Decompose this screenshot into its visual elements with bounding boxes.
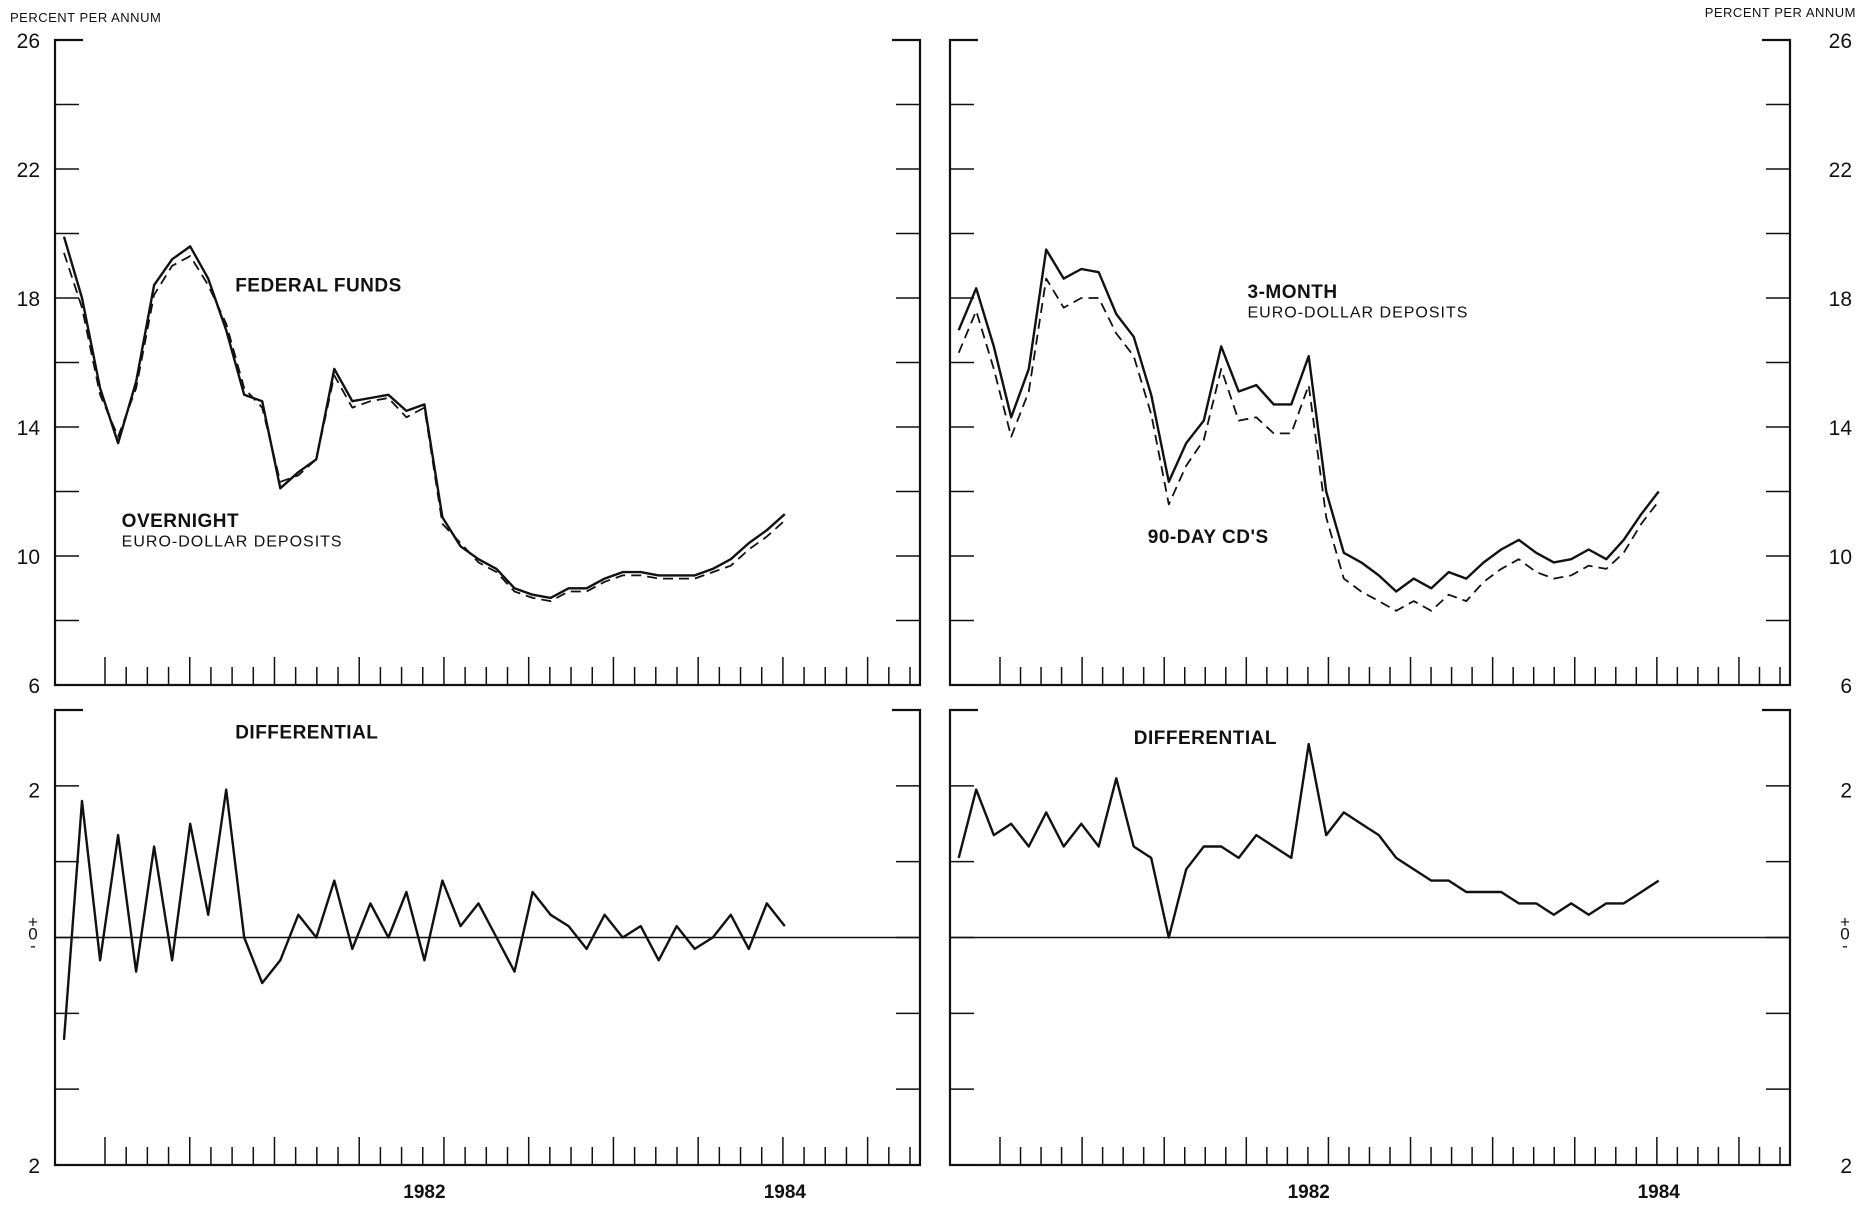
panel-2: 2 2 +0- DIFFERENTIAL 1982 1984	[28, 708, 922, 1203]
series-line-solid	[957, 248, 1660, 593]
zero-sign-label: 0	[28, 925, 37, 944]
x-year-label: 1982	[1288, 1182, 1330, 1203]
y-tick-label: 2	[28, 1155, 40, 1178]
series-line-solid	[957, 742, 1660, 939]
chart-annotation: OVERNIGHT	[122, 511, 239, 532]
chart-annotation: 90-DAY CD'S	[1148, 527, 1269, 548]
y-tick-label: 14	[17, 417, 41, 440]
chart-annotation: 3-MONTH	[1248, 282, 1338, 303]
y-tick-label: 6	[28, 675, 40, 698]
zero-sign-label: +	[28, 913, 38, 932]
unit-label-left: PERCENT PER ANNUM	[10, 10, 161, 25]
y-tick-label: 2	[1840, 1155, 1852, 1178]
chart-annotation: FEDERAL FUNDS	[235, 276, 402, 297]
zero-sign-label: +	[1840, 913, 1850, 932]
y-tick-label: 26	[1829, 30, 1852, 53]
y-tick-label: 14	[1829, 417, 1853, 440]
panel-1: 26 22 18 14 10 6 FEDERAL FUNDS OVERNIGHTEURO-DO…	[17, 30, 922, 698]
y-tick-label: 18	[1829, 288, 1852, 311]
y-tick-label: 22	[17, 159, 40, 182]
series-line-dashed	[63, 252, 786, 602]
x-year-label: 1984	[1638, 1182, 1681, 1203]
y-tick-label: 22	[1829, 159, 1852, 182]
y-tick-label: 2	[1840, 780, 1852, 803]
y-tick-label: 6	[1840, 675, 1852, 698]
series-line-solid	[62, 788, 786, 1040]
chart-annotation: DIFFERENTIAL	[1134, 728, 1277, 749]
y-tick-label: 10	[1829, 546, 1852, 569]
x-year-label: 1984	[764, 1182, 807, 1203]
chart-annotation: EURO-DOLLAR DEPOSITS	[122, 533, 343, 550]
panel-4: 2 2 +0- DIFFERENTIAL 1982 1984	[948, 708, 1852, 1203]
zero-sign-label: -	[1842, 937, 1848, 956]
x-year-label: 1982	[403, 1182, 445, 1203]
y-tick-label: 18	[17, 288, 40, 311]
chart-annotation: EURO-DOLLAR DEPOSITS	[1248, 304, 1469, 321]
zero-sign-label: -	[30, 937, 36, 956]
panel-frame	[53, 38, 922, 687]
panel-frame	[948, 38, 1792, 687]
y-tick-label: 26	[17, 30, 40, 53]
y-tick-label: 10	[17, 546, 40, 569]
series-line-solid	[62, 236, 786, 600]
y-tick-label: 2	[28, 780, 40, 803]
series-line-dashed	[957, 277, 1660, 612]
zero-sign-label: 0	[1840, 925, 1849, 944]
chart-annotation: DIFFERENTIAL	[235, 722, 378, 743]
unit-label-right: PERCENT PER ANNUM	[1705, 5, 1856, 20]
